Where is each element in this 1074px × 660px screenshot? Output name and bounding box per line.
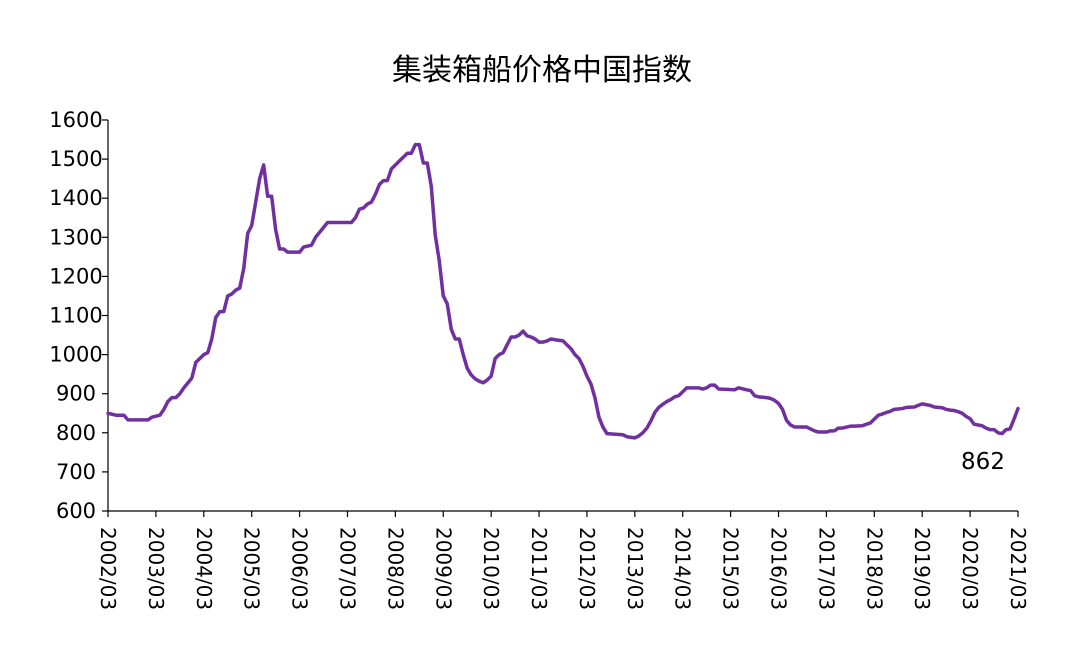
y-tick-label: 1100 xyxy=(49,304,102,328)
x-tick-label: 2021/03 xyxy=(1006,527,1030,610)
y-axis-ticks: 600 700 800 900 1000 1100 1200 1300 1400 1500 1600 xyxy=(49,108,108,523)
x-tick-label: 2016/03 xyxy=(767,527,791,610)
x-tick-label: 2006/03 xyxy=(288,527,312,610)
x-tick-label: 2020/03 xyxy=(958,527,982,610)
series-line xyxy=(106,142,1020,440)
x-tick-label: 2007/03 xyxy=(335,527,359,610)
x-tick-label: 2004/03 xyxy=(192,527,216,610)
y-tick-label: 900 xyxy=(56,382,96,406)
y-tick-label: 600 xyxy=(56,499,96,523)
chart-title: 集装箱船价格中国指数 xyxy=(392,53,692,88)
x-tick-label: 2009/03 xyxy=(431,527,455,610)
last-value-label: 862 xyxy=(961,449,1005,475)
x-tick-label: 2002/03 xyxy=(96,527,120,610)
x-tick-label: 2014/03 xyxy=(671,527,695,610)
y-tick-label: 700 xyxy=(56,460,96,484)
y-tick-label: 1500 xyxy=(49,147,102,171)
x-axis-ticks: 2002/03 2003/03 2004/03 2005/03 2006/03 2007/… xyxy=(96,511,1030,610)
y-tick-label: 1200 xyxy=(49,264,102,288)
x-tick-label: 2018/03 xyxy=(862,527,886,610)
x-tick-label: 2008/03 xyxy=(383,527,407,610)
y-tick-label: 1000 xyxy=(49,343,102,367)
y-tick-label: 800 xyxy=(56,421,96,445)
x-tick-label: 2019/03 xyxy=(910,527,934,610)
x-tick-label: 2011/03 xyxy=(527,527,551,610)
x-tick-label: 2013/03 xyxy=(623,527,647,610)
y-tick-label: 1400 xyxy=(49,186,102,210)
y-tick-label: 1300 xyxy=(49,225,102,249)
x-tick-label: 2012/03 xyxy=(575,527,599,610)
x-tick-label: 2017/03 xyxy=(814,527,838,610)
y-tick-label: 1600 xyxy=(49,108,102,132)
x-tick-label: 2003/03 xyxy=(144,527,168,610)
x-tick-label: 2005/03 xyxy=(240,527,264,610)
x-tick-label: 2015/03 xyxy=(719,527,743,610)
x-tick-label: 2010/03 xyxy=(479,527,503,610)
